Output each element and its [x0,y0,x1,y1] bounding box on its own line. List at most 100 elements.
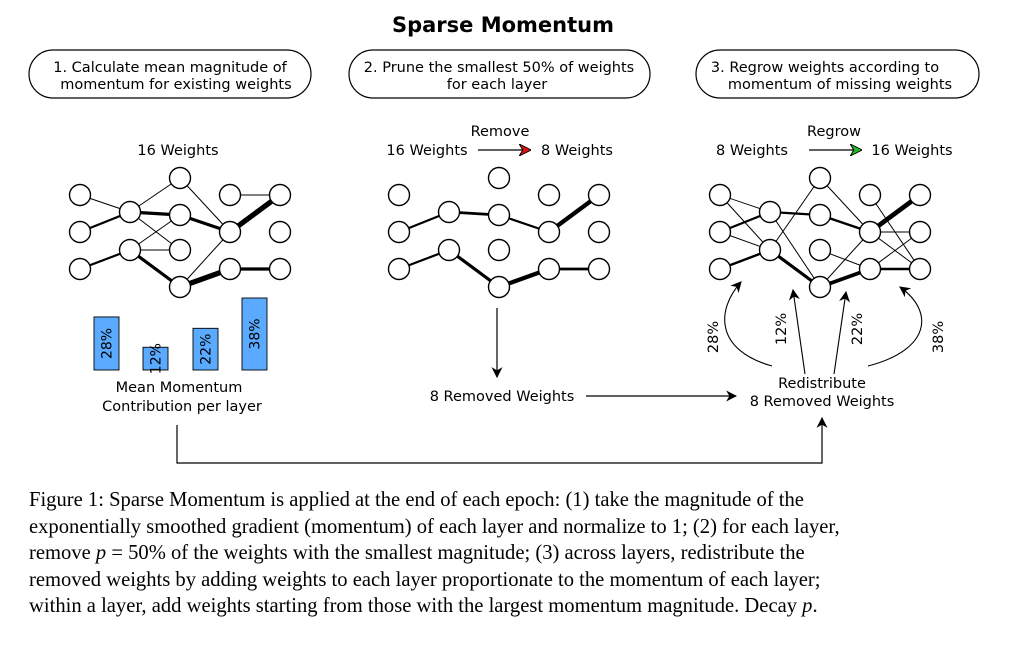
panel-3-from-label: 8 Weights [716,143,788,159]
pruned-net-neuron-1-3 [387,257,411,281]
caption-line-1: Figure 1: Sparse Momentum is applied at … [29,489,804,511]
full-net-neuron-1-2 [68,220,92,244]
regrown-net-weight-edge-9 [769,211,821,288]
step-box-3: 3. Regrow weights according to momentum … [695,49,980,99]
bars-caption-line-1: Mean Momentum [116,380,243,396]
momentum-bar-label-layer-2: 12% [149,343,165,374]
step-1-line-2: momentum for existing weights [60,77,291,93]
regrown-net-neuron-3-2 [808,203,832,227]
regrown-net-neuron-4-3 [858,257,882,281]
full-net-neuron-3-4 [168,275,192,299]
redistribute-line-2: 8 Removed Weights [750,394,895,410]
momentum-feedback-connector [176,416,828,464]
step-3-line-1: 3. Regrow weights according to [711,60,939,76]
pruned-net-neuron-3-2 [487,203,511,227]
momentum-bar-label-layer-4: 38% [248,318,264,349]
regrown-net-neuron-1-3 [708,257,732,281]
momentum-bar-layer-1 [93,316,120,371]
panel-3-to-label: 16 Weights [871,143,952,159]
caption-line-3-a: remove [29,542,96,564]
momentum-bar-label-layer-1: 28% [100,328,116,359]
pruned-net-neuron-4-1 [537,183,561,207]
pruned-net-neuron-4-3 [537,257,561,281]
full-net-neuron-5-3 [268,257,292,281]
pruned-net-neuron-5-3 [587,257,611,281]
figure-caption: Figure 1: Sparse Momentum is applied at … [29,487,989,620]
full-net-neuron-4-1 [218,183,242,207]
regrown-net-neuron-4-2 [858,220,882,244]
full-net-neuron-3-1 [168,166,192,190]
network-pruned [387,166,611,299]
caption-line-3-b: = 50% of the weights with the smallest m… [106,542,805,564]
regrown-net-neuron-4-1 [858,183,882,207]
network-regrown [708,166,932,299]
momentum-bar-layer-3 [192,327,219,371]
sparse-momentum-diagram: Sparse Momentum 1. Calculate mean magnit… [28,13,980,464]
regrown-net-neuron-3-1 [808,166,832,190]
pruned-net-neuron-2-2 [437,238,461,262]
regrown-net-neuron-2-2 [758,238,782,262]
step-box-1: 1. Calculate mean magnitude of momentum … [28,49,312,99]
regrown-net-weight-edge-12 [819,177,871,233]
step-3-line-2: momentum of missing weights [728,77,952,93]
redistribute-arrow-layer-3 [833,290,851,375]
full-net-neuron-5-1 [268,183,292,207]
redistribute-line-1: Redistribute [778,376,866,392]
regrown-net-neuron-3-3 [808,238,832,262]
regrown-net-weight-edge-19 [869,194,921,270]
caption-line-3: remove p = 50% of the weights with the s… [29,540,989,567]
full-net-neuron-2-2 [118,238,142,262]
pruned-net-neuron-1-1 [387,183,411,207]
regrown-net-neuron-1-1 [708,183,732,207]
pruned-net-neuron-4-2 [537,220,561,244]
pruned-net-neuron-5-1 [587,183,611,207]
caption-line-5-a: within a layer, add weights starting fro… [29,595,803,617]
caption-var-p-2: p [802,595,813,617]
redistribute-pct-layer-1: 28% [706,321,722,353]
redistribute-arrow-layer-2 [788,288,806,375]
panel-2-to-label: 8 Weights [541,143,613,159]
pruned-net-neuron-2-1 [437,200,461,224]
redistribute-arrow-layer-4 [867,286,923,367]
pruned-net-neuron-1-2 [387,220,411,244]
regrown-net-neuron-3-4 [808,275,832,299]
momentum-bar-chart: 28% 12% 22% 38% [93,297,268,374]
panel-1-weights-label: 16 Weights [137,143,218,159]
caption-line-2: exponentially smoothed gradient (momentu… [29,515,840,538]
pruned-net-neuron-3-1 [487,166,511,190]
step-2-line-2: for each layer [447,77,548,93]
full-net-neuron-3-3 [168,238,192,262]
step-1-line-1: 1. Calculate mean magnitude of [53,60,287,76]
momentum-bar-layer-4 [241,297,268,371]
panel-3-regrow-label: Regrow [807,124,861,140]
redistribute-pct-layer-2: 12% [774,313,790,345]
panel-2-from-label: 16 Weights [386,143,467,159]
redistribute-pct-layer-4: 38% [931,321,947,353]
redistribute-pct-layer-3: 22% [850,313,866,345]
regrown-net-weight-edge-14 [819,231,871,288]
full-net-neuron-2-1 [118,200,142,224]
caption-var-p: p [95,542,107,564]
full-net-neuron-4-2 [218,220,242,244]
network-full [68,166,292,299]
full-net-weight-edge-10 [179,177,231,233]
regrown-net-neuron-1-2 [708,220,732,244]
full-net-neuron-4-3 [218,257,242,281]
full-net-weight-edge-12 [179,231,231,288]
bars-caption-line-2: Contribution per layer [102,399,262,415]
full-net-neuron-3-2 [168,203,192,227]
caption-line-5-b: . [812,595,818,617]
regrown-net-weight-edge-8 [769,177,821,251]
momentum-bar-layer-2 [142,346,169,371]
step-2-line-1: 2. Prune the smallest 50% of weights [364,60,634,76]
momentum-bar-label-layer-3: 22% [199,334,215,365]
step-box-2: 2. Prune the smallest 50% of weights for… [348,49,651,99]
figure-title: Sparse Momentum [392,13,614,37]
regrown-net-neuron-2-1 [758,200,782,224]
panel-2-remove-label: Remove [471,124,530,140]
caption-line-4: removed weights by adding weights to eac… [29,568,821,591]
full-net-neuron-5-2 [268,220,292,244]
pruned-net-neuron-3-4 [487,275,511,299]
removed-weights-label: 8 Removed Weights [430,389,575,405]
